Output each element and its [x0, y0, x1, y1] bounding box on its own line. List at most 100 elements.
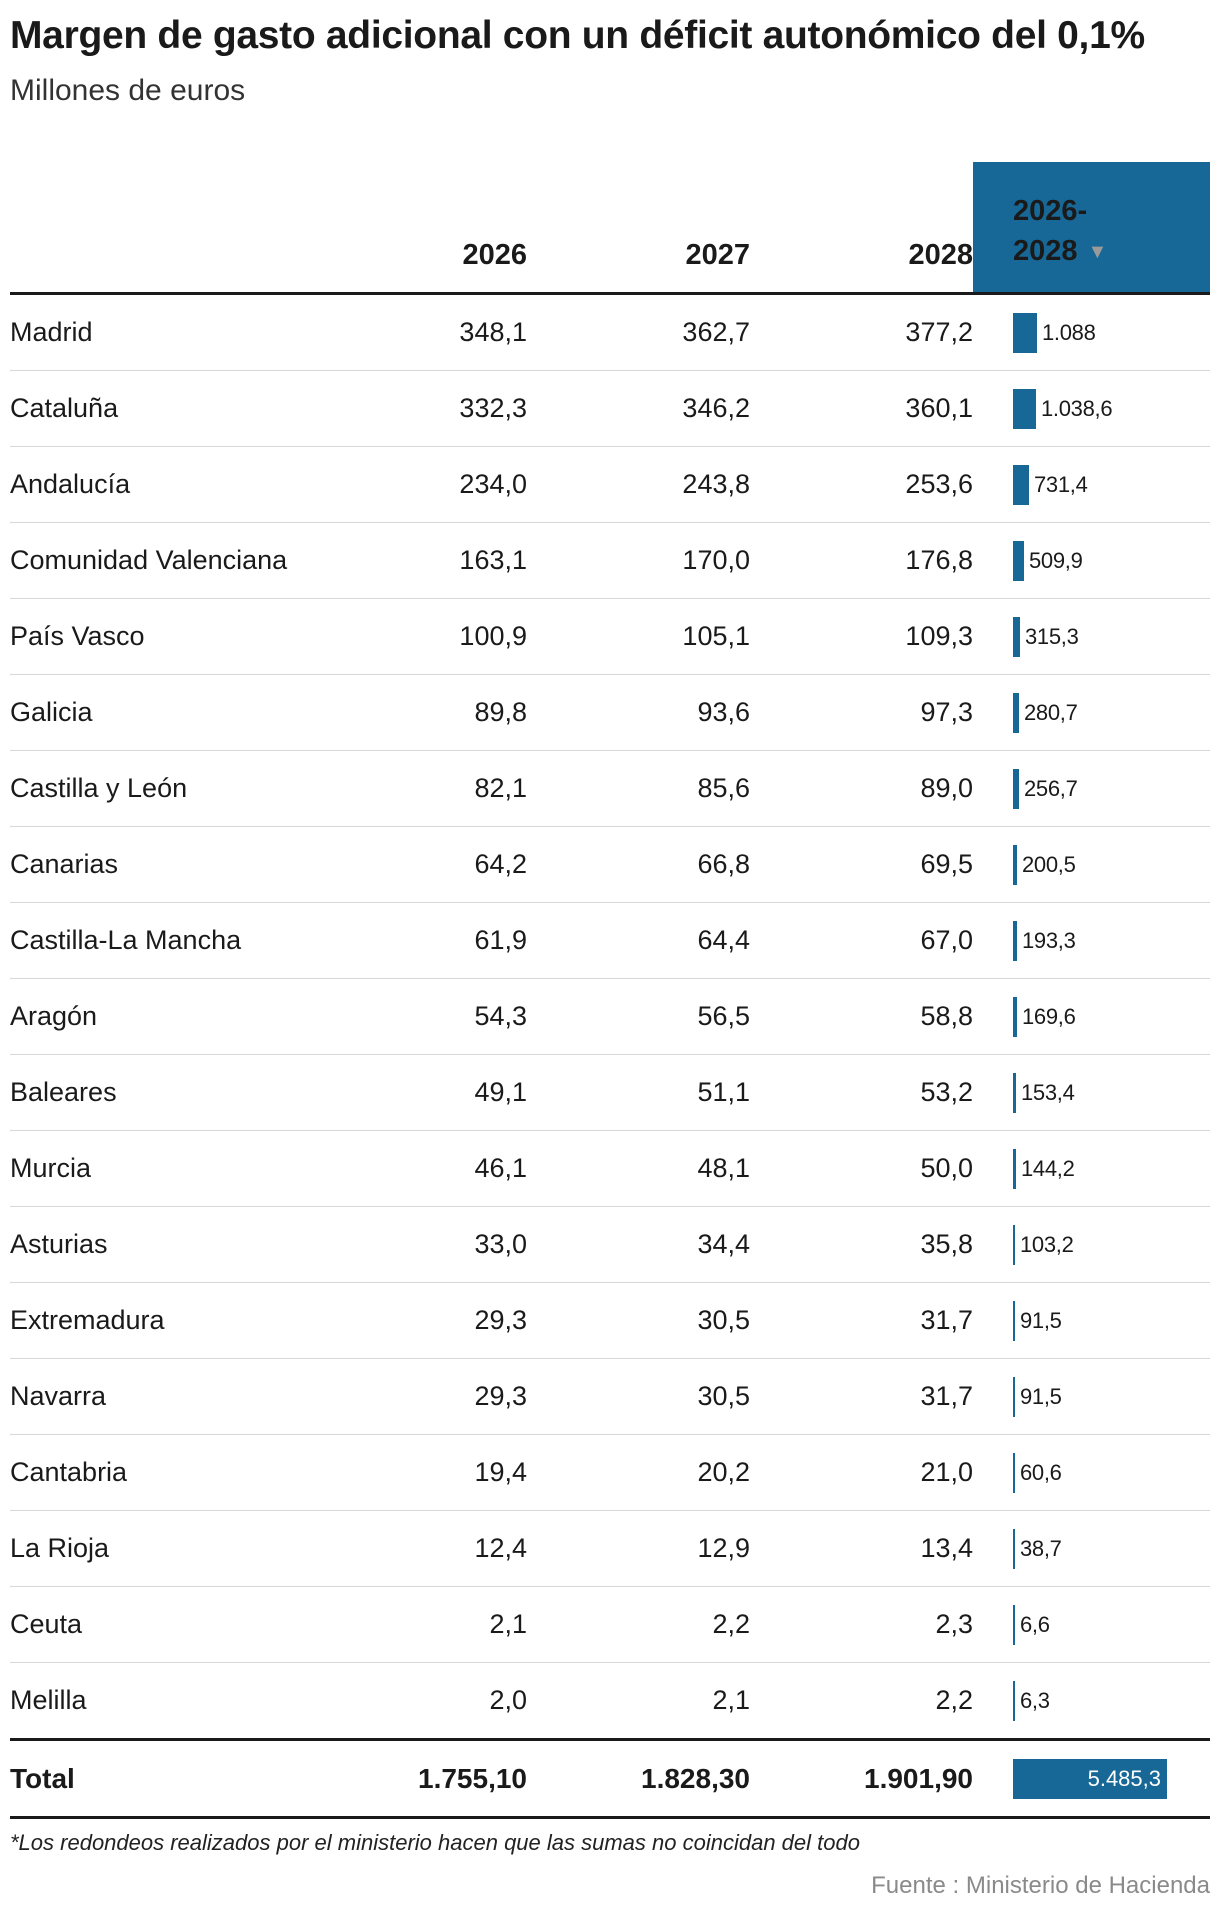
total-label: Total — [10, 1738, 315, 1819]
value-2026: 332,3 — [315, 370, 527, 447]
bar-mark — [1013, 1072, 1016, 1113]
region-name: Canarias — [10, 826, 315, 903]
total-bar-cell: 315,3 — [973, 598, 1210, 675]
total-bar-cell: 509,9 — [973, 522, 1210, 599]
value-2028: 21,0 — [750, 1434, 973, 1511]
bar-value-label: 200,5 — [1022, 851, 1076, 877]
table-row: Andalucía 234,0 243,8 253,6 731,4 — [10, 446, 1210, 523]
bar-value-label: 169,6 — [1022, 1003, 1076, 1029]
value-2027: 34,4 — [527, 1206, 750, 1283]
bar-wrap: 315,3 — [1013, 616, 1210, 657]
region-name: Cantabria — [10, 1434, 315, 1511]
region-name: La Rioja — [10, 1510, 315, 1587]
table-row: Cantabria 19,4 20,2 21,0 60,6 — [10, 1434, 1210, 1511]
bar-wrap: 1.038,6 — [1013, 388, 1210, 429]
table-row: Navarra 29,3 30,5 31,7 91,5 — [10, 1358, 1210, 1435]
bar-mark — [1013, 1148, 1016, 1189]
region-name: Murcia — [10, 1130, 315, 1207]
value-2028: 2,3 — [750, 1586, 973, 1663]
sort-down-icon[interactable]: ▼ — [1087, 241, 1108, 263]
table-row: Comunidad Valenciana 163,1 170,0 176,8 509,9 — [10, 522, 1210, 599]
bar-value-label: 1.038,6 — [1041, 395, 1113, 421]
bar-wrap: 103,2 — [1013, 1224, 1210, 1265]
value-2027: 48,1 — [527, 1130, 750, 1207]
bar-value-label: 153,4 — [1021, 1079, 1075, 1105]
bar-mark — [1013, 540, 1024, 581]
value-2028: 253,6 — [750, 446, 973, 523]
region-name: País Vasco — [10, 598, 315, 675]
bar-wrap: 6,3 — [1013, 1680, 1210, 1721]
bar-mark — [1013, 388, 1036, 429]
table-row: Canarias 64,2 66,8 69,5 200,5 — [10, 826, 1210, 903]
bar-mark — [1013, 844, 1017, 885]
region-name: Asturias — [10, 1206, 315, 1283]
bar-value-label: 256,7 — [1024, 775, 1078, 801]
total-bar-cell: 91,5 — [973, 1282, 1210, 1359]
value-2026: 100,9 — [315, 598, 527, 675]
table-row: Aragón 54,3 56,5 58,8 169,6 — [10, 978, 1210, 1055]
total-bar-value: 5.485,3 — [1087, 1765, 1161, 1791]
table-header: 2026 2027 2028 2026- 2028 ▼ — [10, 162, 1210, 295]
value-2028: 377,2 — [750, 293, 973, 371]
value-2028: 31,7 — [750, 1358, 973, 1435]
total-bar-cell: 280,7 — [973, 674, 1210, 751]
total-2026: 1.755,10 — [315, 1738, 527, 1819]
total-bar-cell: 256,7 — [973, 750, 1210, 827]
bar-mark — [1013, 692, 1019, 733]
value-2028: 89,0 — [750, 750, 973, 827]
header-2028[interactable]: 2028 — [750, 162, 973, 295]
bar-value-label: 193,3 — [1022, 927, 1076, 953]
header-name — [10, 162, 315, 295]
header-2026-2028-line2: 2028 — [1013, 234, 1078, 267]
total-2028: 1.901,90 — [750, 1738, 973, 1819]
header-2026-2028-line1: 2026- — [1013, 194, 1088, 227]
value-2027: 85,6 — [527, 750, 750, 827]
value-2026: 2,1 — [315, 1586, 527, 1663]
value-2028: 360,1 — [750, 370, 973, 447]
value-2026: 348,1 — [315, 293, 527, 371]
value-2027: 56,5 — [527, 978, 750, 1055]
region-name: Ceuta — [10, 1586, 315, 1663]
bar-wrap: 169,6 — [1013, 996, 1210, 1037]
table-row: Madrid 348,1 362,7 377,2 1.088 — [10, 293, 1210, 371]
header-2026-2028[interactable]: 2026- 2028 ▼ — [973, 162, 1210, 295]
region-name: Extremadura — [10, 1282, 315, 1359]
bar-value-label: 144,2 — [1021, 1155, 1075, 1181]
bar-mark — [1013, 768, 1019, 809]
bar-value-label: 280,7 — [1024, 699, 1078, 725]
region-name: Baleares — [10, 1054, 315, 1131]
total-bar-cell: 38,7 — [973, 1510, 1210, 1587]
header-2026[interactable]: 2026 — [315, 162, 527, 295]
bar-wrap: 6,6 — [1013, 1604, 1210, 1645]
table-row: Baleares 49,1 51,1 53,2 153,4 — [10, 1054, 1210, 1131]
bar-wrap: 38,7 — [1013, 1528, 1210, 1569]
total-2027: 1.828,30 — [527, 1738, 750, 1819]
header-2027[interactable]: 2027 — [527, 162, 750, 295]
value-2028: 67,0 — [750, 902, 973, 979]
bar-wrap: 193,3 — [1013, 920, 1210, 961]
bar-wrap: 256,7 — [1013, 768, 1210, 809]
value-2028: 58,8 — [750, 978, 973, 1055]
value-2026: 234,0 — [315, 446, 527, 523]
bar-value-label: 6,6 — [1020, 1611, 1050, 1637]
bar-wrap: 509,9 — [1013, 540, 1210, 581]
value-2027: 51,1 — [527, 1054, 750, 1131]
bar-mark — [1013, 1376, 1015, 1417]
total-bar-cell: 193,3 — [973, 902, 1210, 979]
region-name: Cataluña — [10, 370, 315, 447]
value-2026: 29,3 — [315, 1282, 527, 1359]
bar-value-label: 509,9 — [1029, 547, 1083, 573]
bar-mark — [1013, 1452, 1015, 1493]
bar-value-label: 91,5 — [1020, 1383, 1062, 1409]
total-bar-cell: 144,2 — [973, 1130, 1210, 1207]
total-bar-cell: 169,6 — [973, 978, 1210, 1055]
bar-wrap: 60,6 — [1013, 1452, 1210, 1493]
total-bar-cell: 6,6 — [973, 1586, 1210, 1663]
source-credit: Fuente : Ministerio de Hacienda — [871, 1872, 1210, 1899]
table-row: Melilla 2,0 2,1 2,2 6,3 — [10, 1662, 1210, 1740]
chart-subtitle: Millones de euros — [10, 74, 246, 107]
value-2028: 35,8 — [750, 1206, 973, 1283]
value-2027: 362,7 — [527, 293, 750, 371]
value-2027: 243,8 — [527, 446, 750, 523]
